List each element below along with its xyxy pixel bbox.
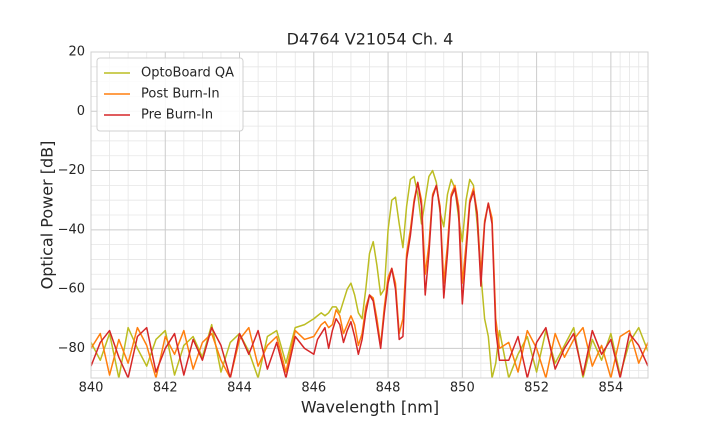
x-tick-label: 852 bbox=[524, 381, 549, 396]
y-tick-label: 0 bbox=[77, 104, 85, 119]
chart-title: D4764 V21054 Ch. 4 bbox=[287, 30, 454, 49]
y-tick-label: −80 bbox=[58, 341, 85, 356]
x-tick-label: 842 bbox=[153, 381, 178, 396]
plot-frame bbox=[90, 51, 649, 379]
x-tick-label: 846 bbox=[301, 381, 326, 396]
ticks: 840 842 844 846 848 850 852 854 −80 −60 −40 −20 0 20 bbox=[58, 45, 624, 396]
y-tick-label: 20 bbox=[68, 45, 85, 60]
legend-label: OptoBoard QA bbox=[141, 66, 234, 81]
series-line bbox=[91, 181, 648, 378]
y-tick-label: −40 bbox=[58, 222, 85, 237]
x-tick-label: 854 bbox=[598, 381, 623, 396]
x-tick-label: 840 bbox=[79, 381, 104, 396]
x-tick-label: 850 bbox=[450, 381, 475, 396]
x-tick-label: 848 bbox=[376, 381, 401, 396]
y-axis-label: Optical Power [dB] bbox=[38, 141, 57, 290]
x-tick-label: 844 bbox=[227, 381, 252, 396]
lines bbox=[91, 169, 648, 378]
x-axis-label: Wavelength [nm] bbox=[301, 398, 439, 417]
legend-box bbox=[96, 57, 244, 132]
series-line bbox=[91, 169, 648, 378]
legend: OptoBoard QA Post Burn-In Pre Burn-In bbox=[96, 57, 244, 132]
legend-label: Post Burn-In bbox=[141, 87, 220, 102]
y-tick-label: −20 bbox=[58, 163, 85, 178]
legend-label: Pre Burn-In bbox=[141, 108, 213, 123]
y-tick-label: −60 bbox=[58, 282, 85, 297]
